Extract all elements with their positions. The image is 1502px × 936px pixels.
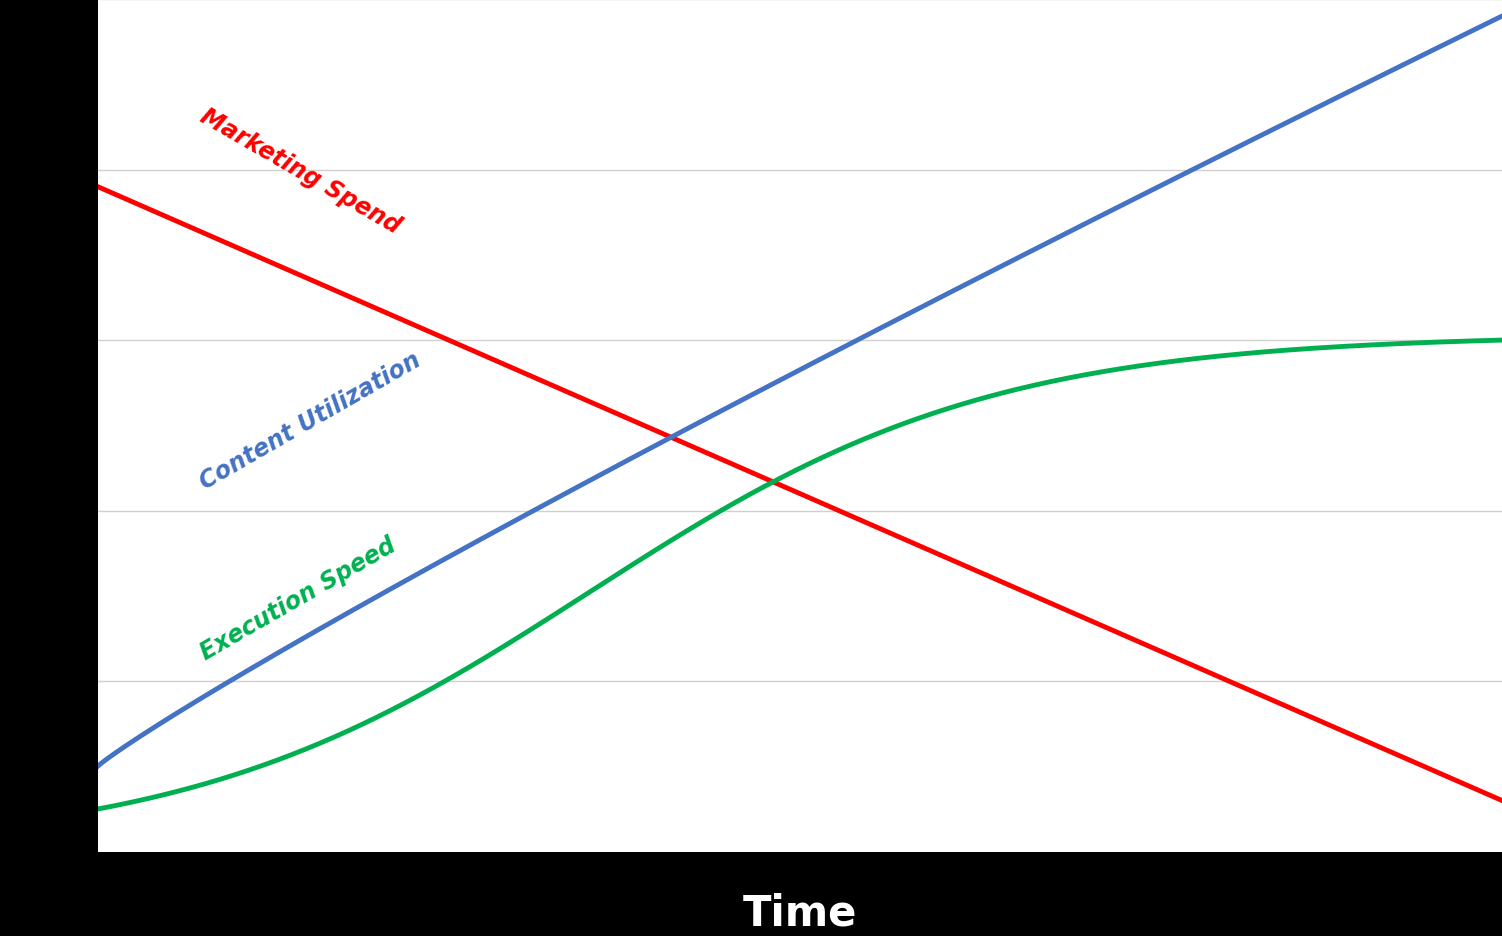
Text: Marketing Spend: Marketing Spend xyxy=(195,104,404,239)
Text: Content Utilization: Content Utilization xyxy=(195,348,425,494)
Text: Time: Time xyxy=(742,892,858,933)
Text: Execution Speed: Execution Speed xyxy=(195,533,400,665)
